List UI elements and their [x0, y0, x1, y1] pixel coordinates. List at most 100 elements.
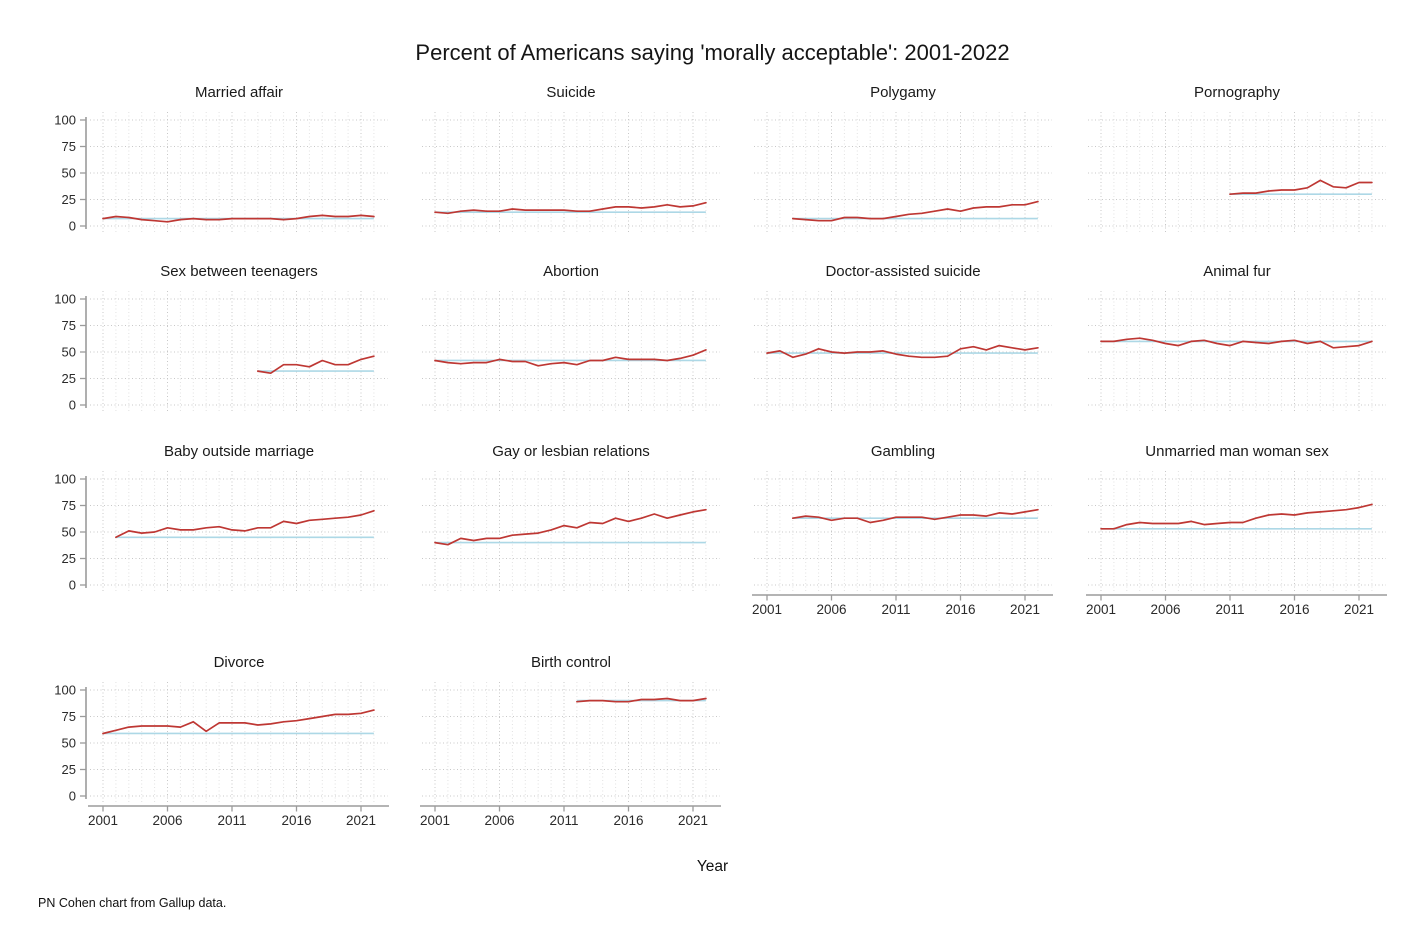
facet-plot-married-affair: 0 25 50 75 100 — [54, 112, 388, 234]
facet-plot-baby-outside-marriage: 0 25 50 75 100 — [54, 471, 388, 593]
x-axis: 2001 2006 2011 2016 2021 — [752, 594, 1053, 617]
y-tick-label: 75 — [62, 139, 76, 154]
y-tick-label: 0 — [69, 789, 76, 804]
y-tick-label: 0 — [69, 578, 76, 593]
series-line — [791, 508, 1039, 524]
y-tick-label: 25 — [62, 371, 76, 386]
y-tick-label: 50 — [62, 166, 76, 181]
y-tick-label: 50 — [62, 525, 76, 540]
series-line — [102, 709, 375, 735]
series-line — [115, 509, 375, 539]
x-tick-label: 2001 — [752, 602, 782, 617]
x-tick-label: 2006 — [1150, 602, 1180, 617]
facet-title-polygamy: Polygamy — [870, 84, 936, 101]
y-tick-label: 75 — [62, 498, 76, 513]
grid-group — [422, 471, 720, 591]
series-line — [791, 200, 1039, 222]
facet-title-abortion: Abortion — [543, 263, 599, 280]
x-tick-label: 2016 — [1279, 602, 1309, 617]
y-axis: 0 25 50 75 100 — [54, 683, 87, 804]
facet-title-suicide: Suicide — [546, 84, 596, 101]
y-tick-label: 25 — [62, 192, 76, 207]
x-tick-label: 2021 — [1344, 602, 1374, 617]
facet-title-pornography: Pornography — [1194, 84, 1280, 101]
grid-group — [1088, 291, 1386, 411]
footer-credit: PN Cohen chart from Gallup data. — [38, 896, 227, 910]
grid-group — [422, 291, 720, 411]
x-axis: 2001 2006 2011 2016 2021 — [1086, 594, 1387, 617]
facet-title-baby-outside-marriage: Baby outside marriage — [163, 443, 315, 460]
facet-plot-unmarried-man-woman-sex: 2001 2006 2011 2016 2021 — [1086, 471, 1387, 617]
grid-group — [754, 471, 1052, 591]
grid-group — [754, 291, 1052, 411]
series-line — [766, 344, 1039, 359]
x-tick-label: 2006 — [484, 813, 514, 828]
facet-plot-sex-between-teenagers: 0 25 50 75 100 — [54, 291, 388, 413]
facet-title-divorce: Divorce — [213, 654, 265, 671]
series-line — [576, 697, 707, 703]
x-tick-label: 2021 — [1010, 602, 1040, 617]
facet-plot-divorce: 0 25 50 75 100 2001 2006 2011 2016 2021 — [54, 682, 389, 828]
y-tick-label: 75 — [62, 709, 76, 724]
grid-group — [1088, 471, 1386, 591]
x-axis: 2001 2006 2011 2016 2021 — [420, 805, 721, 828]
facet-plot-gay-or-lesbian-relations — [422, 471, 720, 591]
y-tick-label: 100 — [54, 683, 76, 698]
x-tick-label: 2021 — [678, 813, 708, 828]
facet-plot-abortion — [422, 291, 720, 411]
grid-group — [90, 682, 388, 802]
facet-plot-birth-control: 2001 2006 2011 2016 2021 — [420, 682, 721, 828]
x-axis: 2001 2006 2011 2016 2021 — [88, 805, 389, 828]
facet-plot-animal-fur — [1088, 291, 1386, 411]
facet-plot-polygamy — [754, 112, 1052, 232]
series-line — [256, 355, 375, 375]
x-tick-label: 2006 — [152, 813, 182, 828]
grid-group — [90, 291, 388, 411]
series-line — [434, 201, 707, 215]
series-line — [434, 508, 707, 546]
y-axis: 0 25 50 75 100 — [54, 113, 87, 234]
y-tick-label: 50 — [62, 736, 76, 751]
facet-title-gambling: Gambling — [870, 443, 936, 460]
facet-title-gay-or-lesbian-relations: Gay or lesbian relations — [492, 443, 650, 460]
y-axis: 0 25 50 75 100 — [54, 292, 87, 413]
grid-group — [422, 112, 720, 232]
series-line — [102, 214, 375, 223]
x-tick-label: 2016 — [945, 602, 975, 617]
series-line — [1100, 503, 1373, 530]
y-axis: 0 25 50 75 100 — [54, 472, 87, 593]
facet-plot-pornography — [1088, 112, 1386, 232]
x-tick-label: 2001 — [420, 813, 450, 828]
facet-title-doctor-assisted-suicide: Doctor-assisted suicide — [825, 263, 981, 280]
facet-title-married-affair: Married affair — [194, 84, 284, 101]
grid-group — [754, 112, 1052, 232]
x-tick-label: 2016 — [613, 813, 643, 828]
facet-plot-gambling: 2001 2006 2011 2016 2021 — [752, 471, 1053, 617]
x-tick-label: 2011 — [549, 813, 578, 828]
facet-title-sex-between-teenagers: Sex between teenagers — [160, 263, 318, 280]
x-tick-label: 2006 — [816, 602, 846, 617]
y-tick-label: 25 — [62, 762, 76, 777]
series-line — [434, 349, 707, 367]
x-tick-label: 2021 — [346, 813, 376, 828]
facet-title-unmarried-man-woman-sex: Unmarried man woman sex — [1145, 443, 1329, 460]
y-tick-label: 75 — [62, 318, 76, 333]
y-tick-label: 100 — [54, 292, 76, 307]
y-tick-label: 100 — [54, 472, 76, 487]
facet-title-birth-control: Birth control — [530, 654, 612, 671]
y-tick-label: 100 — [54, 113, 76, 128]
grid-group — [422, 682, 720, 802]
x-tick-label: 2011 — [217, 813, 246, 828]
y-tick-label: 0 — [69, 219, 76, 234]
x-tick-label: 2001 — [88, 813, 118, 828]
x-tick-label: 2011 — [881, 602, 910, 617]
y-tick-label: 0 — [69, 398, 76, 413]
series-line — [1100, 337, 1373, 349]
facet-title-animal-fur: Animal fur — [1203, 263, 1271, 280]
x-tick-label: 2001 — [1086, 602, 1116, 617]
x-tick-label: 2011 — [1215, 602, 1244, 617]
grid-group — [1088, 112, 1386, 232]
y-tick-label: 25 — [62, 551, 76, 566]
series-line — [1229, 179, 1373, 196]
